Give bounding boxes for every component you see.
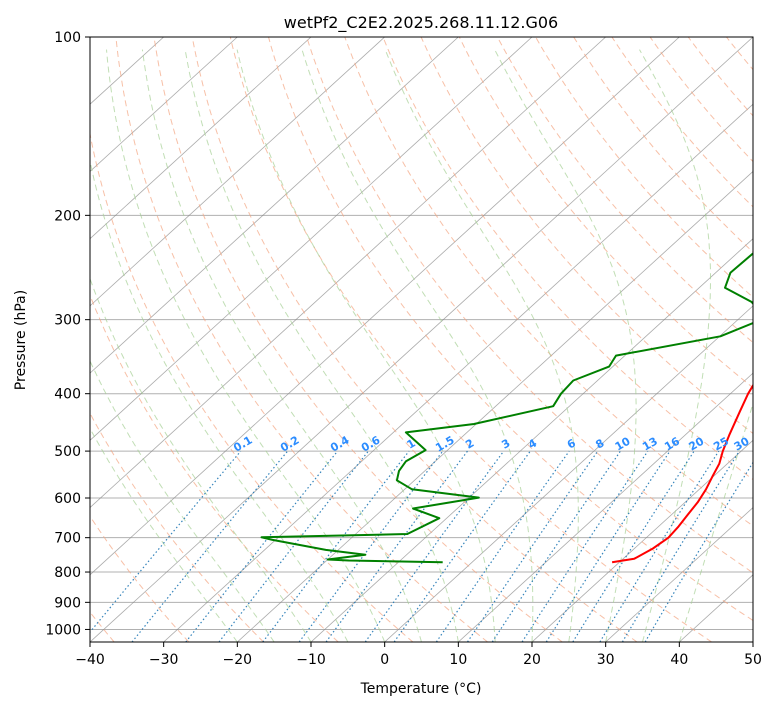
y-tick-label: 300: [54, 313, 81, 329]
moist-adiabat-line: [384, 49, 579, 642]
isotherm-line: [458, 372, 753, 642]
dry-adiabat-line: [306, 37, 753, 574]
dry-adiabat-line: [191, 37, 638, 642]
y-tick-label: 200: [54, 208, 81, 224]
isotherm-line: [90, 37, 459, 374]
y-tick-label: 900: [54, 595, 81, 611]
isotherm-line: [310, 238, 753, 642]
isotherm-line: [90, 37, 238, 172]
y-tick-label: 500: [54, 444, 81, 460]
moist-adiabat-line: [639, 49, 711, 642]
dry-adiabat-line: [344, 37, 753, 527]
mixing-ratio-line: [364, 450, 505, 642]
background-lines: [90, 37, 753, 642]
y-tick-label: 400: [54, 387, 81, 403]
y-tick-label: 800: [54, 565, 81, 581]
mixing-ratio-line: [185, 450, 339, 642]
isotherm-line: [605, 507, 753, 642]
moist-adiabat-line: [236, 49, 496, 642]
axes: −40 −30 −20 −10 0 10 20 30 40 50 100 200 300 400 500 60…: [45, 30, 762, 668]
dry-adiabat-line: [90, 131, 414, 642]
x-tick-label: −30: [149, 652, 179, 668]
sounding-profiles: [260, 252, 753, 564]
isotherm-line: [531, 439, 753, 642]
x-tick-label: 20: [523, 652, 541, 668]
moist-adiabat-line: [90, 427, 238, 642]
isotherm-line: [90, 37, 312, 240]
dry-adiabat-line: [420, 37, 753, 435]
mixing-ratio-line: [599, 450, 720, 642]
isotherm-line: [90, 37, 606, 509]
dry-adiabat-line: [90, 412, 264, 642]
temperature-line: [611, 383, 753, 564]
isotherm-line: [90, 37, 533, 441]
y-tick-label: 700: [54, 531, 81, 547]
moist-adiabat-line: [90, 359, 275, 642]
y-tick-label: 600: [54, 491, 81, 507]
dry-adiabat-line: [268, 37, 753, 622]
isotherm-line: [90, 37, 680, 576]
mixing-ratio-line: [466, 450, 599, 642]
mixing-ratio-line: [621, 450, 740, 642]
isotherm-line: [90, 37, 385, 307]
x-tick-label: 40: [670, 652, 688, 668]
isotherm-line: [384, 305, 753, 642]
dry-adiabat-line: [229, 37, 712, 642]
y-tick-label: 100: [54, 30, 81, 46]
x-tick-label: −10: [296, 652, 326, 668]
dry-adiabat-line: [382, 37, 753, 481]
dry-adiabat-line: [649, 37, 753, 163]
x-tick-label: 30: [597, 652, 615, 668]
moist-adiabat-line: [184, 49, 459, 642]
moist-adiabat-line: [90, 158, 349, 642]
dry-adiabat-line: [573, 37, 753, 253]
mixing-ratio-line: [393, 450, 531, 642]
isotherm-line: [237, 170, 753, 642]
y-tick-label: 1000: [45, 622, 81, 638]
dewpoint-line: [260, 252, 753, 564]
x-tick-label: −20: [223, 652, 253, 668]
mixing-ratio-line: [131, 450, 289, 642]
moist-adiabat-line: [494, 49, 637, 642]
x-tick-label: 0: [380, 652, 389, 668]
x-tick-label: 50: [744, 652, 762, 668]
chart-title: wetPf2_C2E2.2025.268.11.12.G06: [284, 13, 558, 33]
dry-adiabat-line: [115, 37, 488, 642]
mixing-ratio-line: [218, 450, 369, 642]
mixing-ratio-line: [90, 450, 242, 633]
x-tick-label: −40: [75, 652, 105, 668]
mixing-ratio-line: [262, 450, 410, 642]
moist-adiabat-line: [301, 49, 534, 642]
dry-adiabat-line: [153, 37, 563, 642]
y-axis-title: Pressure (hPa): [13, 290, 29, 390]
mixing-ratio-line: [644, 461, 753, 642]
moist-adiabat-line: [678, 401, 753, 642]
mixing-ratio-line: [572, 450, 695, 642]
dry-adiabat-line: [458, 37, 753, 389]
dry-adiabat-line: [496, 37, 753, 344]
plot-frame: [89, 36, 754, 643]
x-tick-label: 10: [449, 652, 467, 668]
moist-adiabat-line: [141, 49, 422, 642]
x-axis-title: Temperature (°C): [360, 681, 482, 697]
mixing-ratio-line: [545, 450, 671, 642]
